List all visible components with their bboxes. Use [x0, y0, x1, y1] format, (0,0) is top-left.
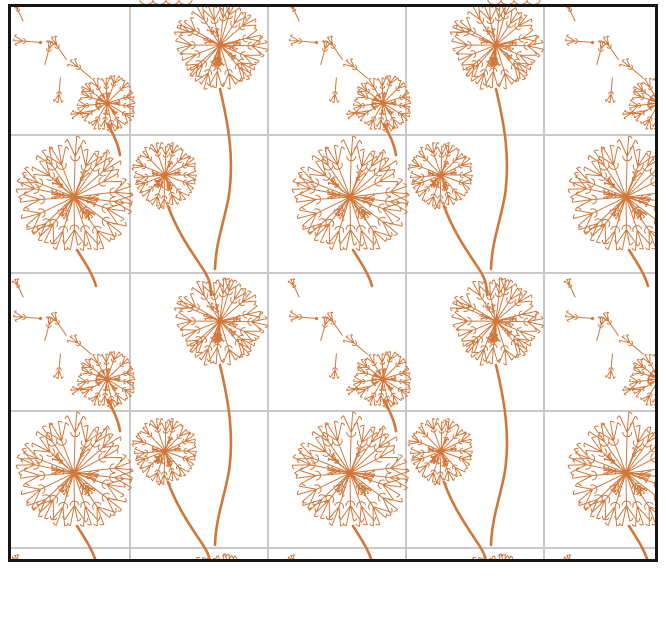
- pattern-frame: [8, 4, 658, 562]
- pattern-tile-flying-seeds-with-small-dandelion: [563, 278, 655, 406]
- pattern-tile-flying-seeds-with-small-dandelion: [288, 7, 412, 157]
- pattern-tile-medium-dandelion-curved-stem: [131, 417, 211, 559]
- pattern-tile-large-dandelion: [291, 411, 410, 559]
- pattern-tile-large-dandelion: [291, 135, 410, 288]
- pattern-tile-flying-seeds-with-small-dandelion: [287, 554, 296, 559]
- pattern-tile-tall-dandelion-long-stem: [450, 7, 544, 271]
- pattern-tile-large-dandelion: [567, 411, 655, 559]
- dandelion-tile-pattern: [11, 7, 655, 559]
- pattern-tile-tall-dandelion-long-stem: [174, 277, 268, 547]
- pattern-tile-large-dandelion: [15, 135, 134, 288]
- pattern-tile-flying-seeds-with-small-dandelion: [287, 278, 412, 433]
- pattern-tile-flying-seeds-with-small-dandelion: [563, 554, 572, 559]
- pattern-tile-tall-dandelion-long-stem: [174, 7, 268, 271]
- pattern-tile-flying-seeds-with-small-dandelion: [564, 7, 655, 130]
- pattern-tile-tall-dandelion-long-stem: [450, 277, 544, 547]
- pattern-tile-flying-seeds-with-small-dandelion: [11, 278, 136, 433]
- pattern-tile-flying-seeds-with-small-dandelion: [11, 554, 20, 559]
- pattern-tile-flying-seeds-with-small-dandelion: [12, 7, 136, 157]
- pattern-tile-medium-dandelion-curved-stem: [407, 417, 487, 559]
- caption-bar: H-665-2 2: [0, 563, 666, 624]
- pattern-tile-large-dandelion: [567, 135, 655, 288]
- pattern-tile-large-dandelion: [15, 411, 134, 559]
